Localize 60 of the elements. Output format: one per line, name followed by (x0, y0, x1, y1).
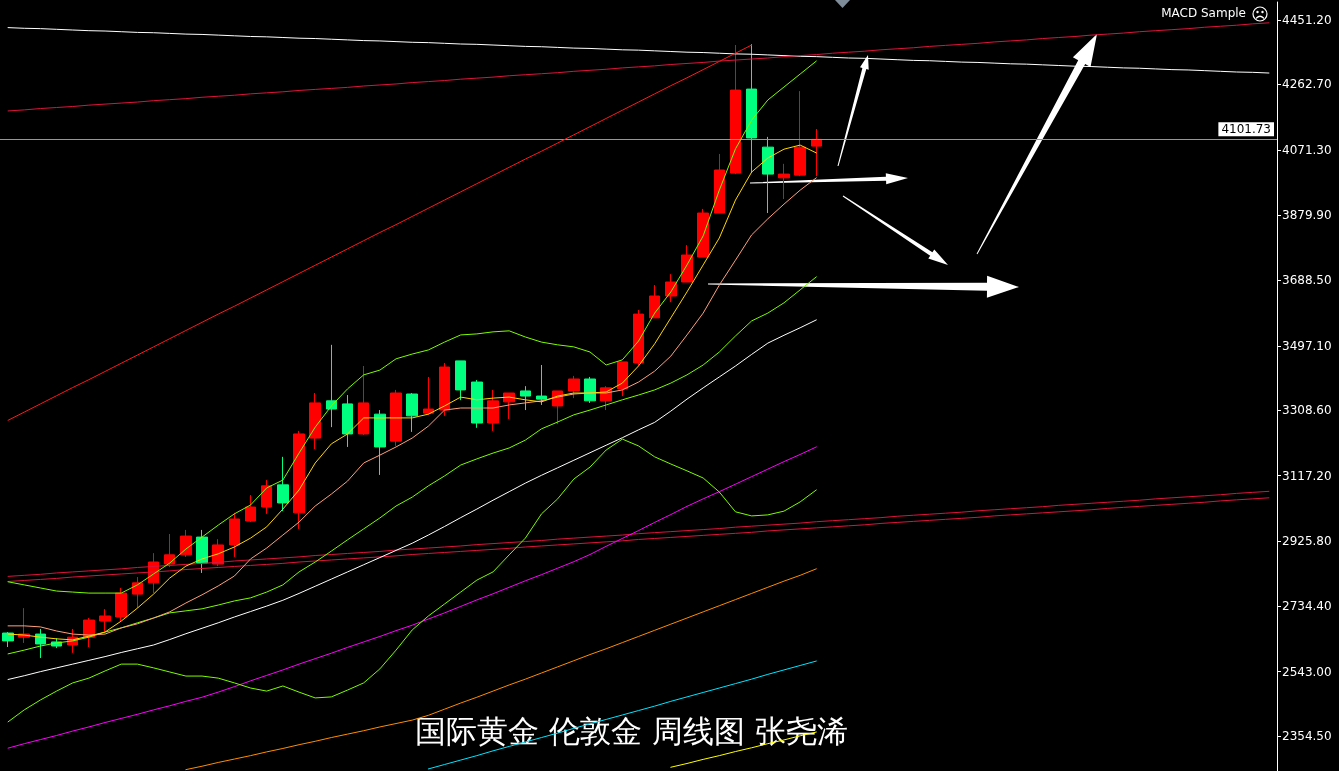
candlestick (487, 389, 499, 432)
candlestick (681, 244, 693, 283)
y-tick-label: 4451.20 (1282, 13, 1332, 28)
candlestick (390, 389, 402, 447)
candlestick (180, 529, 192, 558)
candlestick (423, 376, 434, 416)
y-tick-label: 3688.50 (1282, 273, 1332, 288)
candlestick (342, 394, 353, 448)
candlestick (811, 128, 822, 177)
y-tick-label: 3117.20 (1282, 468, 1332, 483)
ref-line-label: 4101.73 (1221, 122, 1271, 137)
candlestick (633, 309, 644, 366)
candlestick (99, 608, 111, 632)
candlestick (471, 379, 483, 429)
y-tick-label: 2925.80 (1282, 533, 1332, 548)
candlestick (794, 90, 806, 177)
line-series (7, 319, 817, 680)
y-tick-label: 4262.70 (1282, 77, 1332, 92)
candlestick (374, 409, 386, 476)
candlestick (132, 576, 143, 609)
candlestick (229, 512, 240, 558)
line-series (7, 60, 817, 594)
candlestick (245, 494, 256, 523)
line-series (7, 27, 1270, 74)
candlestick (277, 456, 289, 512)
candlestick (730, 44, 741, 175)
y-tick-label: 3497.10 (1282, 338, 1332, 353)
candlestick (406, 392, 418, 433)
y-tick-label: 4071.30 (1282, 142, 1332, 157)
y-tick-label: 3308.60 (1282, 403, 1332, 418)
candlestick (439, 362, 450, 417)
candlestick (714, 153, 725, 214)
line-series (185, 568, 817, 771)
y-tick-label: 2734.40 (1282, 599, 1332, 614)
candlestick (164, 533, 175, 568)
candlestick (455, 360, 466, 401)
candlestick (326, 344, 337, 428)
candlestick (649, 284, 660, 319)
candlestick (536, 364, 547, 406)
candlestick (309, 392, 321, 450)
candlestick (115, 587, 127, 622)
candlestick (568, 375, 580, 399)
candlestick (520, 385, 531, 411)
candlestick (778, 163, 790, 200)
line-series (7, 22, 1270, 112)
annotation: MACD Sample (1161, 6, 1246, 20)
candlestick (358, 365, 369, 436)
candlestick (746, 43, 757, 174)
y-tick-label: 2543.00 (1282, 664, 1332, 679)
candlestick (261, 479, 272, 515)
candlestick (196, 529, 208, 574)
y-tick-label: 2354.50 (1282, 729, 1332, 743)
candlestick (293, 430, 305, 530)
candlestick (617, 361, 628, 397)
y-tick-label: 3879.90 (1282, 208, 1332, 223)
candlestick (584, 376, 596, 404)
candlestick (697, 208, 709, 258)
line-series (7, 44, 753, 421)
candlestick (762, 136, 774, 214)
line-series (7, 276, 817, 655)
